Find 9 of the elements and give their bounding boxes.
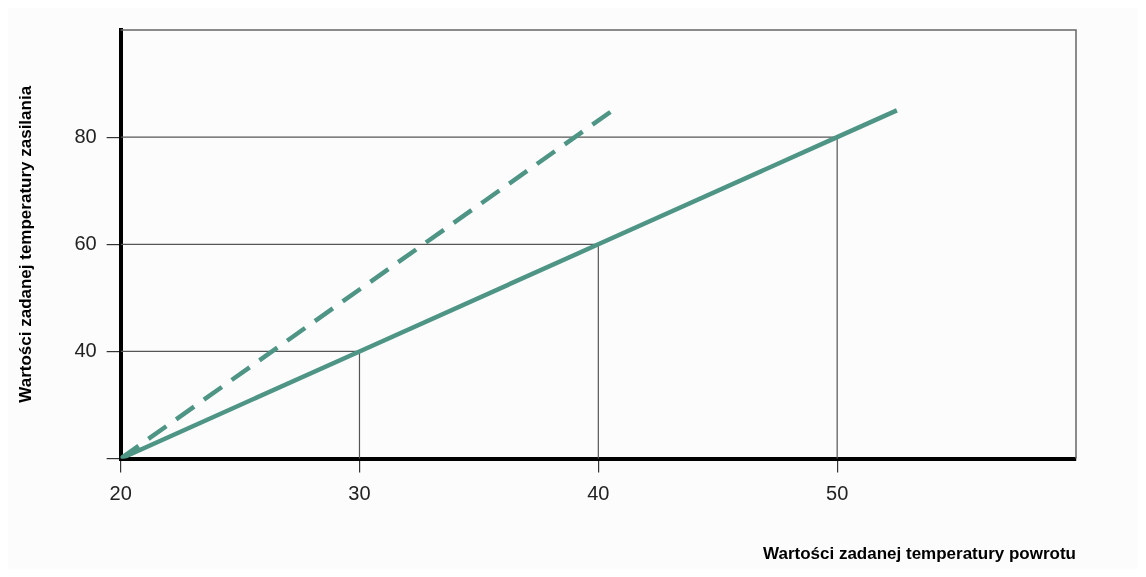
y-tick-label: 80	[74, 124, 97, 147]
y-axis-title: Wartości zadanej temperatury zasilania	[15, 85, 35, 403]
x-tick-label: 40	[587, 482, 610, 505]
x-tick-label: 30	[348, 482, 371, 505]
y-tick-label: 60	[74, 231, 97, 254]
x-tick-label: 50	[826, 482, 849, 505]
y-tick-label: 40	[74, 338, 97, 361]
x-axis-title: Wartości zadanej temperatury powrotu	[763, 544, 1076, 564]
x-tick-label: 20	[109, 482, 132, 505]
